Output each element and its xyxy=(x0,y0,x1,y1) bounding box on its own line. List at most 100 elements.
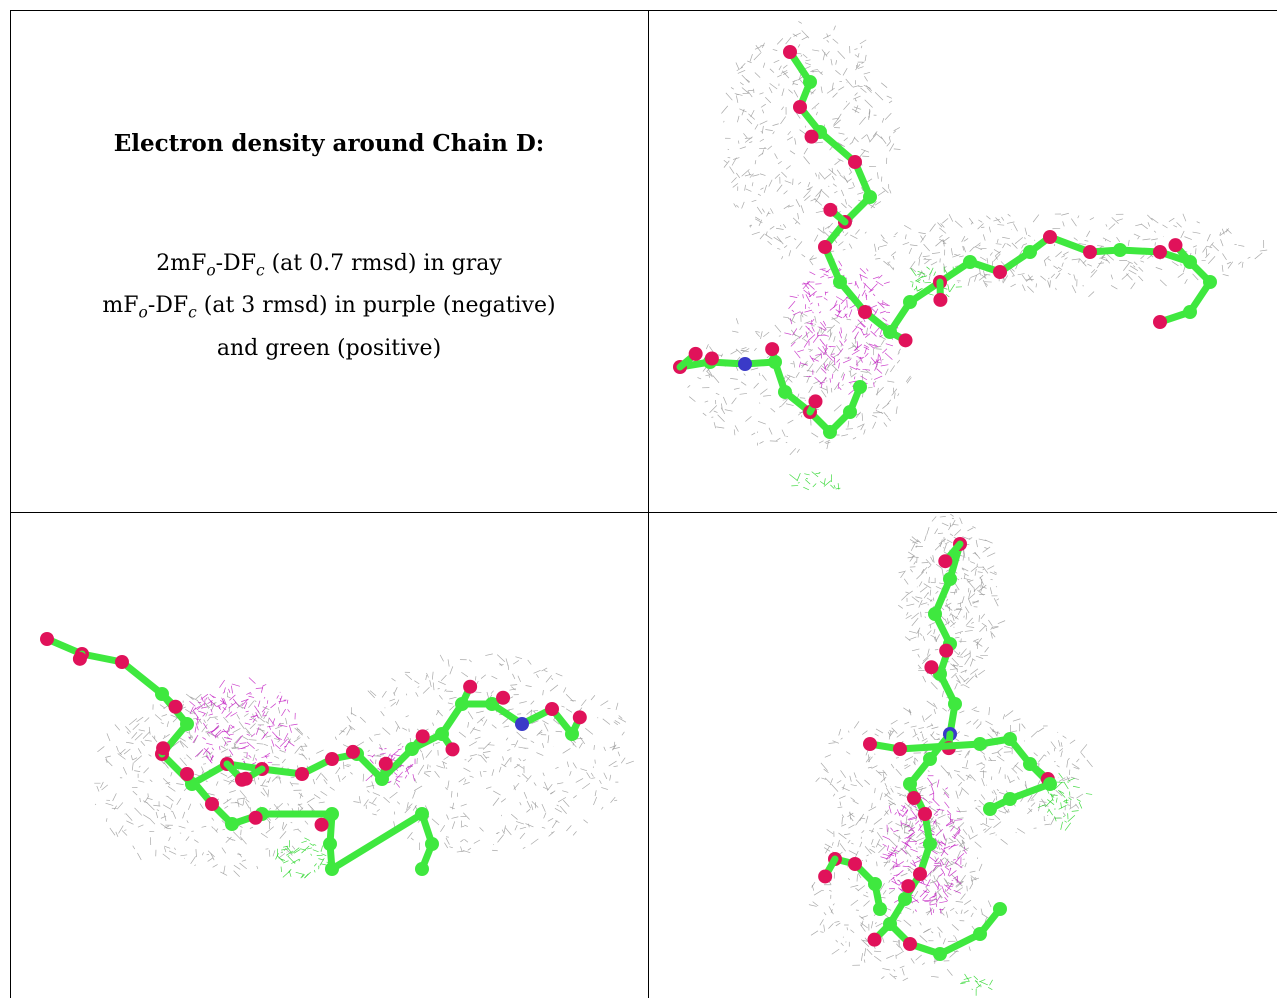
density-mesh-2fofc xyxy=(857,53,860,58)
density-mesh-negative xyxy=(948,843,956,850)
density-mesh-2fofc xyxy=(380,710,385,717)
density-mesh-negative xyxy=(255,712,259,719)
density-mesh-2fofc xyxy=(517,713,522,715)
density-mesh-2fofc xyxy=(735,318,739,325)
density-mesh-negative xyxy=(214,730,224,739)
density-mesh-2fofc xyxy=(889,189,892,194)
density-mesh-2fofc xyxy=(876,861,878,867)
density-mesh-2fofc xyxy=(844,833,851,836)
density-mesh-negative xyxy=(933,865,941,867)
density-mesh-2fofc xyxy=(865,85,873,91)
density-mesh-negative xyxy=(861,289,866,297)
density-mesh-negative xyxy=(908,827,915,832)
density-mesh-negative xyxy=(817,302,820,307)
density-mesh-2fofc xyxy=(978,274,988,281)
density-mesh-negative xyxy=(929,907,933,916)
density-mesh-2fofc xyxy=(963,684,970,689)
density-mesh-2fofc xyxy=(730,87,734,90)
density-mesh-2fofc xyxy=(285,717,288,725)
density-mesh-negative xyxy=(820,352,823,359)
density-mesh-2fofc xyxy=(864,948,867,957)
density-mesh-2fofc xyxy=(848,187,854,190)
density-mesh-2fofc xyxy=(898,348,901,353)
density-mesh-2fofc xyxy=(1002,275,1009,284)
density-mesh-2fofc xyxy=(162,804,172,810)
density-mesh-negative xyxy=(823,376,827,382)
density-mesh-2fofc xyxy=(199,803,204,809)
density-mesh-2fofc xyxy=(717,414,725,423)
density-mesh-2fofc xyxy=(572,742,574,746)
density-mesh-2fofc xyxy=(895,768,902,776)
density-mesh-2fofc xyxy=(511,686,516,691)
density-mesh-negative xyxy=(197,710,206,714)
density-mesh-2fofc xyxy=(566,761,569,768)
density-mesh-2fofc xyxy=(796,448,800,453)
density-mesh-2fofc xyxy=(907,868,911,872)
density-mesh-2fofc xyxy=(1066,760,1069,768)
density-mesh-2fofc xyxy=(501,763,507,768)
density-mesh-2fofc xyxy=(1007,775,1011,783)
density-mesh-2fofc xyxy=(1238,244,1245,247)
density-mesh-2fofc xyxy=(772,49,778,51)
atom xyxy=(1043,230,1057,244)
density-mesh-negative xyxy=(809,355,815,363)
density-mesh-negative xyxy=(822,345,827,354)
density-mesh-2fofc xyxy=(933,849,940,854)
density-mesh-negative xyxy=(802,280,810,290)
density-mesh-2fofc xyxy=(757,420,766,425)
density-mesh-negative xyxy=(805,331,808,338)
table-middle-border xyxy=(10,512,1277,513)
density-mesh-2fofc xyxy=(261,779,266,786)
density-mesh-2fofc xyxy=(279,831,287,839)
density-mesh-2fofc xyxy=(874,92,884,101)
density-mesh-2fofc xyxy=(805,59,811,62)
density-mesh-2fofc xyxy=(955,790,959,799)
density-mesh-2fofc xyxy=(841,202,847,209)
density-mesh-2fofc xyxy=(437,680,446,686)
density-mesh-negative xyxy=(938,841,946,845)
density-mesh-2fofc xyxy=(996,598,1000,601)
density-mesh-2fofc xyxy=(813,890,822,896)
density-mesh-2fofc xyxy=(203,763,207,765)
bond xyxy=(378,745,416,783)
density-mesh-2fofc xyxy=(116,802,124,810)
density-mesh-2fofc xyxy=(832,117,838,120)
density-mesh-2fofc xyxy=(230,780,235,783)
density-mesh-2fofc xyxy=(974,841,982,848)
density-mesh-2fofc xyxy=(397,743,402,747)
density-mesh-2fofc xyxy=(869,830,874,832)
density-mesh-2fofc xyxy=(831,842,834,846)
density-mesh-2fofc xyxy=(1021,723,1026,729)
density-mesh-negative xyxy=(842,359,852,364)
density-mesh-negative xyxy=(886,845,889,851)
panel-bottom-left xyxy=(12,514,646,998)
density-mesh-negative xyxy=(200,693,209,700)
density-mesh-2fofc xyxy=(968,946,971,951)
density-mesh-negative xyxy=(868,343,877,347)
density-mesh-2fofc xyxy=(142,731,150,739)
density-mesh-negative xyxy=(923,883,930,887)
density-mesh-2fofc xyxy=(860,924,866,932)
density-mesh-negative xyxy=(261,705,268,713)
density-mesh-2fofc xyxy=(865,341,870,346)
density-mesh-2fofc xyxy=(1027,808,1033,815)
density-mesh-negative xyxy=(255,687,264,689)
density-mesh-2fofc xyxy=(831,784,839,792)
density-mesh-2fofc xyxy=(881,976,885,980)
density-mesh-2fofc xyxy=(847,812,854,817)
density-mesh-negative xyxy=(244,722,251,725)
density-mesh-2fofc xyxy=(889,143,895,152)
density-mesh-2fofc xyxy=(966,720,972,725)
density-mesh-2fofc xyxy=(995,586,998,588)
density-mesh-2fofc xyxy=(914,786,924,790)
density-mesh-2fofc xyxy=(918,581,923,587)
density-mesh-2fofc xyxy=(948,837,954,842)
density-mesh-2fofc xyxy=(781,171,788,178)
density-mesh-2fofc xyxy=(312,778,316,785)
density-mesh-positive xyxy=(287,855,296,864)
density-mesh-negative xyxy=(819,268,826,270)
density-mesh-2fofc xyxy=(162,778,171,786)
density-mesh-2fofc xyxy=(793,238,797,241)
density-mesh-2fofc xyxy=(742,348,750,353)
density-mesh-2fofc xyxy=(741,74,750,84)
